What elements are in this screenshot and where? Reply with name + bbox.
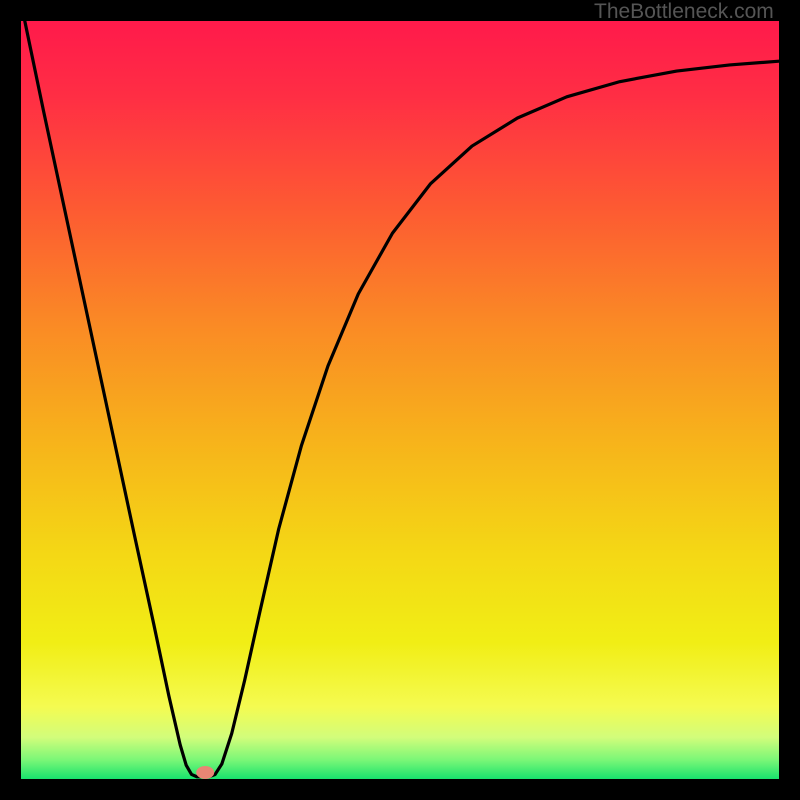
watermark-text: TheBottleneck.com xyxy=(594,0,774,24)
plot-gradient-canvas xyxy=(21,21,779,779)
plot-area xyxy=(21,21,779,779)
stage: TheBottleneck.com xyxy=(0,0,800,800)
gradient-background xyxy=(21,21,779,779)
